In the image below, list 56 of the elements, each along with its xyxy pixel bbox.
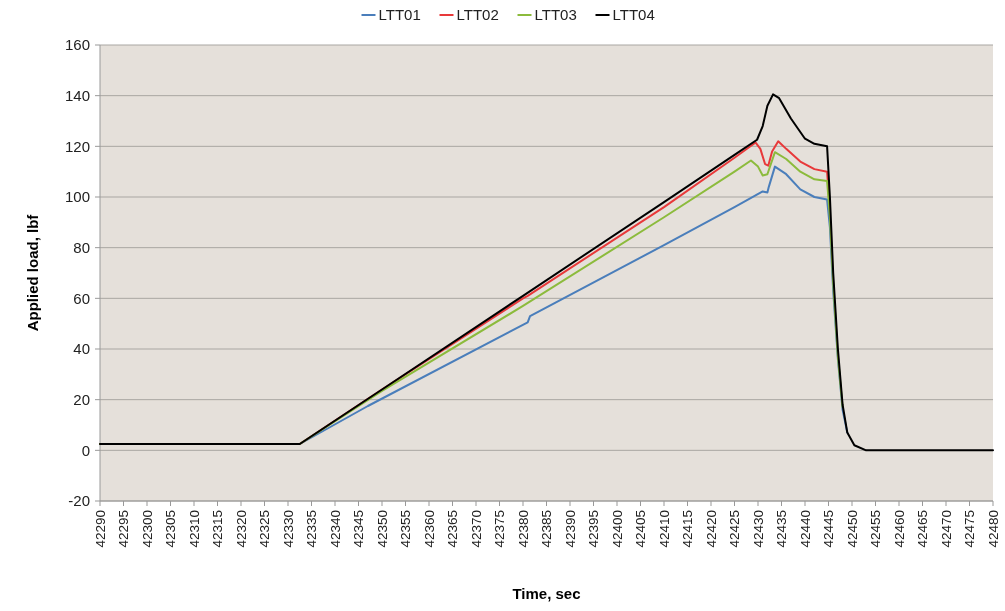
x-axis-title: Time, sec — [512, 585, 581, 602]
x-tick-label: 42360 — [421, 510, 437, 548]
y-tick-label: -20 — [68, 492, 90, 510]
x-tick-label: 42355 — [398, 510, 414, 548]
x-tick-label: 42460 — [891, 510, 907, 548]
x-tick-label: 42425 — [727, 510, 743, 548]
x-tick-label: 42445 — [821, 510, 837, 548]
x-tick-label: 42350 — [374, 510, 390, 548]
x-tick-label: 42410 — [656, 510, 672, 548]
x-tick-label: 42370 — [468, 510, 484, 548]
x-tick-label: 42380 — [515, 510, 531, 548]
y-tick-label: 20 — [73, 390, 90, 408]
y-tick-label: 100 — [64, 188, 90, 206]
x-tick-label: 42390 — [562, 510, 578, 548]
x-tick-label: 42300 — [139, 510, 155, 548]
x-tick-label: 42345 — [351, 510, 367, 548]
x-tick-label: 42290 — [92, 510, 108, 548]
y-axis-title: Applied load, lbf — [24, 213, 41, 332]
x-tick-label: 42340 — [327, 510, 343, 548]
x-tick-label: 42440 — [797, 510, 813, 548]
y-tick-label: 140 — [64, 86, 90, 104]
x-tick-label: 42320 — [233, 510, 249, 548]
legend-label: LTT04 — [612, 6, 655, 24]
x-tick-label: 42435 — [774, 510, 790, 548]
x-tick-label: 42330 — [280, 510, 296, 548]
y-tick-label: 40 — [73, 340, 90, 358]
x-tick-label: 42375 — [492, 510, 508, 548]
x-tick-label: 42395 — [586, 510, 602, 548]
x-tick-label: 42305 — [163, 510, 179, 548]
y-tick-label: 60 — [73, 289, 90, 307]
x-tick-label: 42365 — [445, 510, 461, 548]
x-tick-label: 42310 — [186, 510, 202, 548]
y-tick-label: 80 — [73, 238, 90, 256]
x-tick-label: 42335 — [304, 510, 320, 548]
x-tick-label: 42315 — [210, 510, 226, 548]
x-tick-label: 42470 — [938, 510, 954, 548]
x-tick-label: 42450 — [844, 510, 860, 548]
legend-label: LTT03 — [534, 6, 577, 24]
x-tick-label: 42295 — [116, 510, 132, 548]
legend-label: LTT02 — [456, 6, 499, 24]
x-tick-label: 42455 — [868, 510, 884, 548]
x-tick-label: 42415 — [680, 510, 696, 548]
x-tick-label: 42385 — [539, 510, 555, 548]
x-tick-label: 42475 — [962, 510, 978, 548]
y-tick-label: 120 — [64, 137, 90, 155]
y-tick-label: 160 — [64, 36, 90, 54]
x-tick-label: 42400 — [609, 510, 625, 548]
line-series — [99, 93, 994, 452]
x-tick-label: 42430 — [750, 510, 766, 548]
x-tick-label: 42405 — [633, 510, 649, 548]
x-tick-label: 42480 — [985, 510, 1001, 548]
x-tick-label: 42465 — [915, 510, 931, 548]
x-tick-label: 42420 — [703, 510, 719, 548]
legend-label: LTT01 — [378, 6, 421, 24]
x-tick-label: 42325 — [257, 510, 273, 548]
y-tick-label: 0 — [81, 441, 90, 459]
